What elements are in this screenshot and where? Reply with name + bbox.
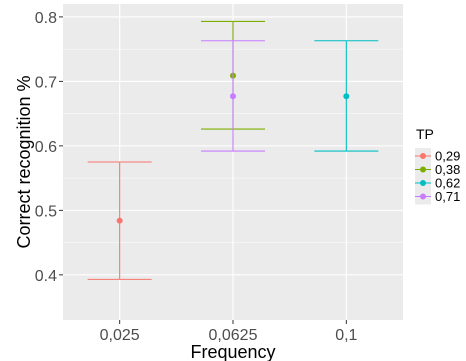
legend-key-point [420, 153, 426, 159]
y-tick-label: 0.8 [35, 10, 57, 27]
data-point [230, 93, 236, 100]
legend-title: TP [416, 126, 434, 142]
legend-key-point [420, 166, 426, 173]
legend-label: 0,62 [435, 176, 460, 191]
x-tick-label: 0,025 [100, 327, 140, 344]
legend-key-point [420, 180, 426, 186]
data-point [116, 217, 123, 224]
y-tick-label: 0.5 [35, 203, 57, 220]
x-tick-label: 0,0625 [209, 327, 258, 344]
error-bar-group [87, 161, 152, 280]
x-tick-label: 0,1 [335, 327, 357, 344]
y-tick-label: 0.7 [35, 74, 57, 91]
legend: TP 0,290,380,620,71 [415, 126, 460, 205]
error-bar-group [314, 40, 379, 152]
legend-label: 0,29 [435, 149, 460, 164]
legend-key-point [420, 193, 426, 200]
x-axis-ticks: 0,025 0,0625 0,1 [100, 320, 358, 344]
x-axis-title: Frequency [190, 342, 275, 361]
legend-label: 0,38 [435, 162, 460, 177]
error-bar-group [201, 40, 265, 152]
y-tick-label: 0.4 [35, 268, 57, 285]
data-marks [87, 20, 379, 280]
legend-label: 0,71 [435, 189, 460, 204]
y-axis-ticks: 0.4 0.5 0.6 0.7 0.8 [35, 10, 63, 285]
y-tick-label: 0.6 [35, 139, 57, 156]
y-axis-title: Correct recognition % [14, 75, 34, 248]
data-point [343, 93, 350, 100]
